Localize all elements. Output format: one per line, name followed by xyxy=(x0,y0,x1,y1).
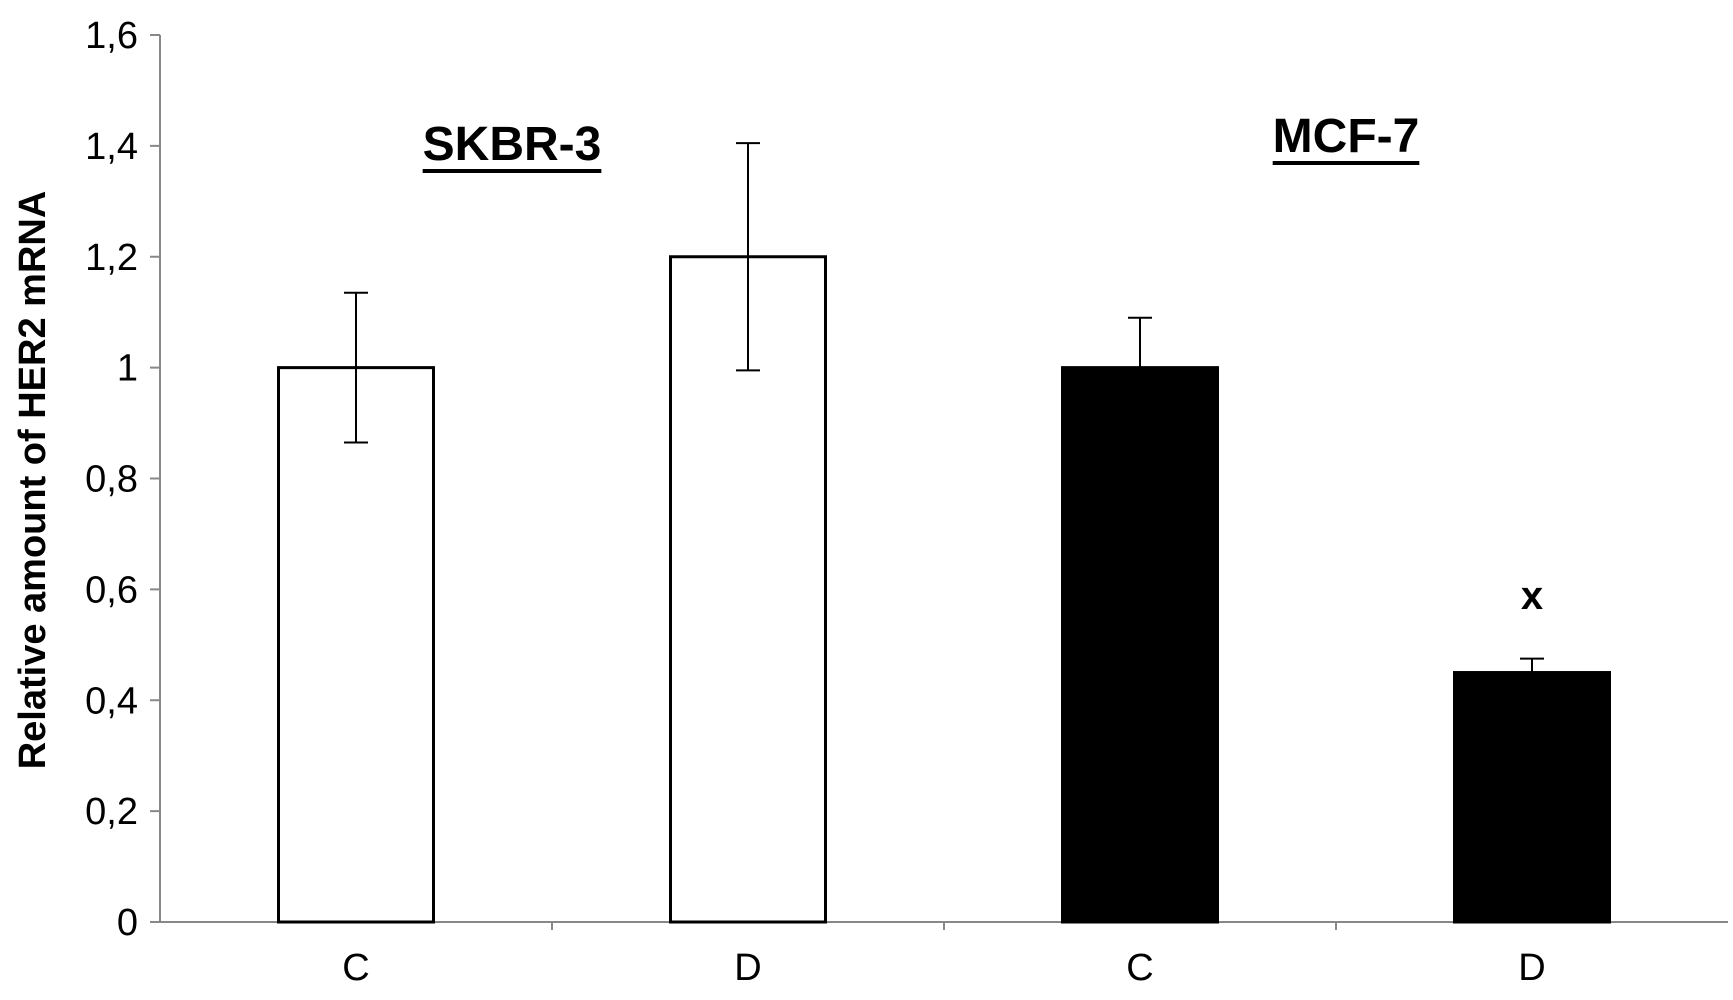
y-tick-label: 0,6 xyxy=(85,569,138,611)
bars xyxy=(277,142,1611,924)
y-tick-label: 0 xyxy=(117,902,138,944)
bar xyxy=(277,366,435,924)
bar xyxy=(1061,366,1219,924)
x-tick-label: C xyxy=(342,947,369,989)
labels: C D C Dx SKBR-3 MCF-7 xyxy=(342,110,1545,989)
y-tick-label: 0,2 xyxy=(85,791,138,833)
group-label: SKBR-3 xyxy=(423,118,602,171)
group-label: MCF-7 xyxy=(1273,110,1420,163)
y-tick-label: 1,4 xyxy=(85,126,138,168)
x-tick-label: D xyxy=(734,947,761,989)
y-tick-label: 0,8 xyxy=(85,459,138,501)
y-tick-label: 1,2 xyxy=(85,237,138,279)
y-tick-label: 1,6 xyxy=(85,15,138,57)
bar xyxy=(1453,671,1611,924)
y-tick-label: 1 xyxy=(117,348,138,390)
x-tick-label: D xyxy=(1518,947,1545,989)
y-axis-label: Relative amount of HER2 mRNA xyxy=(12,191,54,770)
x-tick-label: C xyxy=(1126,947,1153,989)
significance-marker: x xyxy=(1521,574,1543,618)
y-tick-label: 0,4 xyxy=(85,680,138,722)
